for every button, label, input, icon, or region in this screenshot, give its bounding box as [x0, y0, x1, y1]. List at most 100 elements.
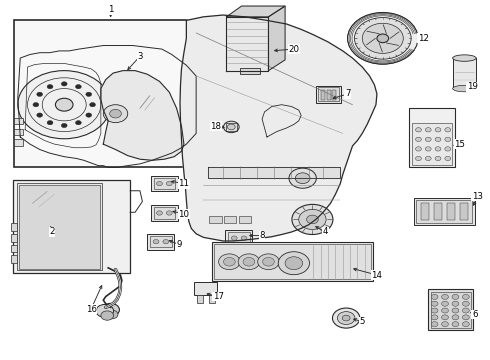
Circle shape [307, 215, 318, 224]
Circle shape [285, 257, 303, 270]
Circle shape [425, 156, 431, 161]
Text: 2: 2 [49, 228, 55, 237]
Circle shape [332, 308, 360, 328]
Circle shape [452, 294, 459, 300]
Circle shape [258, 254, 279, 270]
Bar [209, 295, 215, 303]
Circle shape [431, 301, 438, 306]
Circle shape [425, 128, 431, 132]
Bar [332, 90, 336, 100]
Ellipse shape [453, 85, 476, 92]
Circle shape [231, 236, 237, 240]
Bar [239, 216, 251, 223]
Polygon shape [269, 6, 285, 71]
Circle shape [445, 156, 451, 161]
Circle shape [463, 308, 469, 313]
Bar [318, 87, 339, 102]
Bar [214, 244, 370, 279]
Circle shape [223, 257, 235, 266]
Circle shape [431, 294, 438, 300]
Circle shape [157, 211, 162, 215]
Ellipse shape [453, 55, 476, 61]
Circle shape [238, 254, 260, 270]
Bar [154, 207, 175, 219]
Circle shape [223, 121, 239, 133]
Circle shape [157, 181, 162, 186]
Bar [226, 123, 237, 131]
Circle shape [463, 321, 469, 327]
Bar [11, 244, 17, 252]
Circle shape [337, 312, 355, 324]
Circle shape [441, 315, 448, 320]
Circle shape [416, 137, 421, 141]
Bar [447, 203, 455, 220]
Circle shape [86, 92, 92, 96]
Circle shape [263, 257, 274, 266]
Circle shape [278, 252, 310, 275]
Circle shape [289, 168, 317, 188]
Circle shape [90, 103, 96, 107]
Bar [428, 289, 473, 330]
Bar [431, 292, 471, 328]
Circle shape [342, 315, 350, 321]
Circle shape [435, 128, 441, 132]
Circle shape [166, 211, 172, 215]
Bar [11, 255, 17, 263]
Bar [321, 90, 325, 100]
Bar [225, 230, 252, 246]
Polygon shape [226, 6, 285, 17]
Bar [154, 178, 175, 189]
Bar [434, 203, 442, 220]
Bar [14, 118, 23, 125]
Text: 13: 13 [471, 192, 483, 201]
Circle shape [33, 103, 39, 107]
Bar [453, 58, 476, 89]
Bar [14, 129, 23, 135]
Circle shape [110, 109, 122, 118]
Bar [19, 185, 100, 269]
Bar [412, 123, 452, 165]
Circle shape [47, 121, 53, 125]
Text: 4: 4 [323, 228, 328, 237]
Text: 9: 9 [176, 240, 182, 249]
Bar [228, 232, 250, 244]
Circle shape [431, 321, 438, 327]
Polygon shape [180, 15, 377, 241]
Bar [224, 216, 236, 223]
Circle shape [166, 181, 172, 186]
Circle shape [96, 305, 114, 318]
Text: 8: 8 [259, 231, 265, 240]
Circle shape [295, 173, 310, 184]
Circle shape [452, 321, 459, 327]
Circle shape [362, 23, 403, 53]
Circle shape [441, 321, 448, 327]
Circle shape [219, 254, 240, 270]
Circle shape [103, 105, 128, 123]
Circle shape [441, 308, 448, 313]
Polygon shape [208, 167, 340, 178]
Circle shape [37, 113, 43, 117]
Circle shape [435, 147, 441, 151]
Text: 3: 3 [137, 52, 143, 61]
Bar [14, 21, 210, 167]
Circle shape [377, 34, 389, 42]
Circle shape [106, 310, 118, 319]
Circle shape [445, 147, 451, 151]
Circle shape [445, 128, 451, 132]
Circle shape [416, 128, 421, 132]
Circle shape [441, 301, 448, 306]
Polygon shape [226, 17, 269, 71]
Circle shape [445, 137, 451, 141]
Circle shape [441, 294, 448, 300]
Text: 10: 10 [178, 210, 190, 219]
Bar [150, 236, 172, 247]
Circle shape [86, 113, 92, 117]
Bar [416, 200, 472, 223]
Circle shape [463, 301, 469, 306]
Circle shape [452, 301, 459, 306]
Circle shape [354, 18, 411, 59]
Text: 15: 15 [455, 140, 466, 149]
Circle shape [425, 137, 431, 141]
Text: 6: 6 [472, 310, 477, 319]
Bar [194, 282, 217, 296]
